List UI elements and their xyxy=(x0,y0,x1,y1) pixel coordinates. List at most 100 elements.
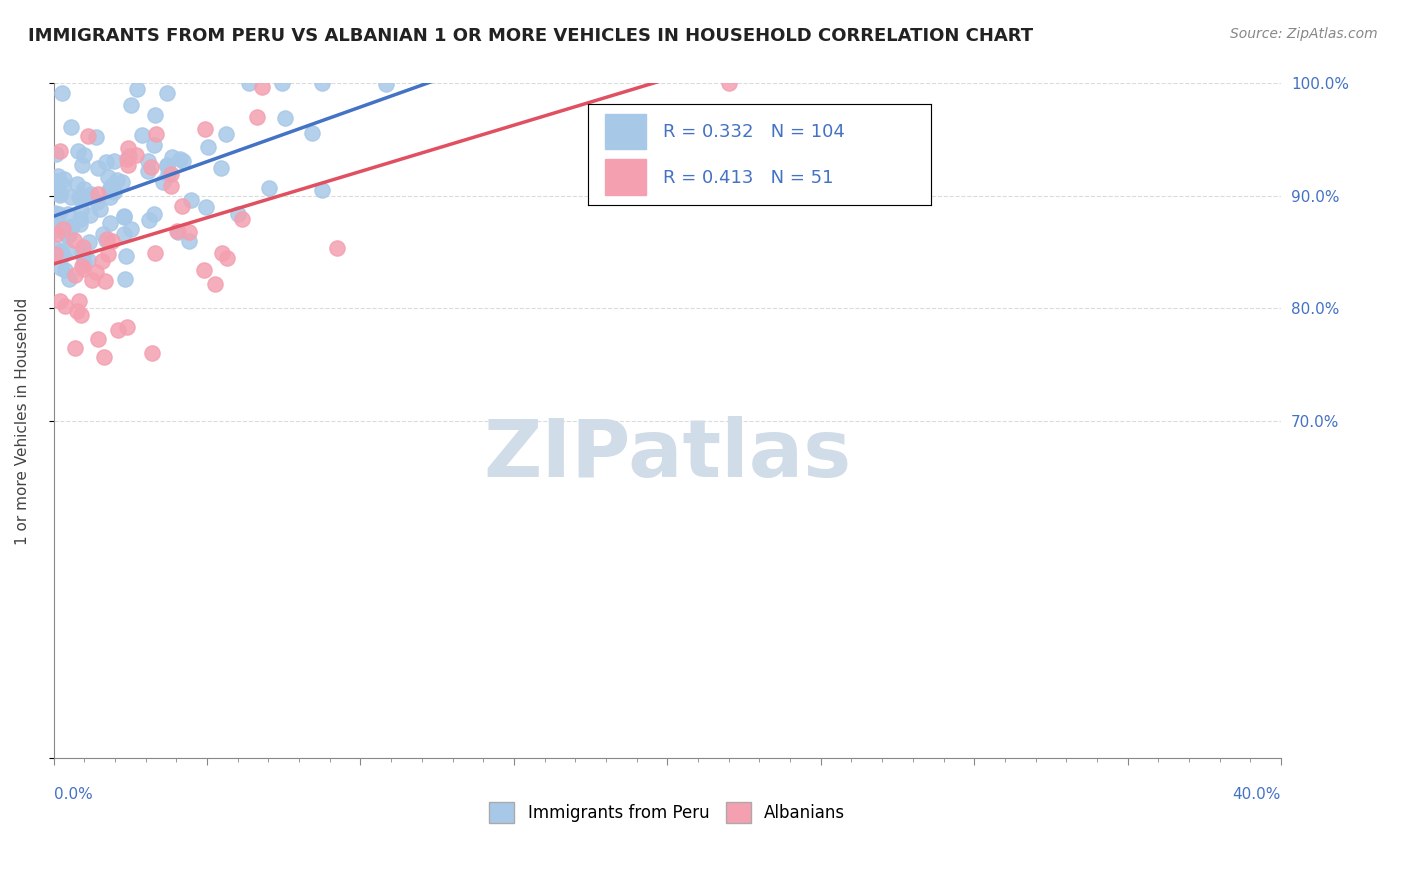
Albanians xyxy=(97,247,120,261)
Immigrants from Peru xyxy=(226,207,249,221)
Immigrants from Peru xyxy=(105,173,128,187)
Albanians xyxy=(166,224,188,238)
Albanians xyxy=(80,273,103,287)
Immigrants from Peru xyxy=(45,147,67,161)
Immigrants from Peru xyxy=(94,233,117,247)
Immigrants from Peru xyxy=(70,158,93,172)
Immigrants from Peru xyxy=(79,208,101,222)
Immigrants from Peru xyxy=(375,77,398,91)
Immigrants from Peru xyxy=(94,155,117,169)
Albanians xyxy=(141,346,163,360)
Immigrants from Peru xyxy=(52,172,75,186)
Immigrants from Peru xyxy=(49,244,72,258)
Immigrants from Peru xyxy=(65,177,87,191)
Immigrants from Peru xyxy=(103,154,125,169)
Immigrants from Peru xyxy=(112,227,135,242)
Albanians xyxy=(172,199,194,213)
Immigrants from Peru xyxy=(66,144,89,158)
Text: Source: ZipAtlas.com: Source: ZipAtlas.com xyxy=(1230,27,1378,41)
Albanians xyxy=(63,268,86,283)
Immigrants from Peru xyxy=(73,256,96,270)
Immigrants from Peru xyxy=(58,271,80,285)
Immigrants from Peru xyxy=(177,235,200,249)
Immigrants from Peru xyxy=(55,243,77,257)
Immigrants from Peru xyxy=(76,252,98,267)
Immigrants from Peru xyxy=(86,130,108,145)
Y-axis label: 1 or more Vehicles in Household: 1 or more Vehicles in Household xyxy=(15,297,30,544)
Immigrants from Peru xyxy=(55,229,77,244)
Immigrants from Peru xyxy=(91,227,114,242)
Text: 40.0%: 40.0% xyxy=(1233,787,1281,802)
Albanians xyxy=(215,251,238,265)
Albanians xyxy=(246,110,269,124)
Immigrants from Peru xyxy=(157,167,180,181)
Immigrants from Peru xyxy=(169,152,191,166)
Albanians xyxy=(63,233,86,247)
Immigrants from Peru xyxy=(156,158,179,172)
Immigrants from Peru xyxy=(77,235,100,249)
Immigrants from Peru xyxy=(97,169,120,184)
Albanians xyxy=(72,240,94,254)
Albanians xyxy=(90,253,112,268)
Immigrants from Peru xyxy=(142,137,165,152)
Albanians xyxy=(117,158,139,172)
Albanians xyxy=(325,241,347,255)
Albanians xyxy=(160,178,183,193)
Immigrants from Peru xyxy=(112,210,135,224)
Immigrants from Peru xyxy=(98,183,121,197)
Immigrants from Peru xyxy=(215,127,238,141)
Immigrants from Peru xyxy=(160,150,183,164)
Albanians xyxy=(96,232,118,246)
Albanians xyxy=(204,277,226,291)
Albanians xyxy=(115,153,138,167)
Immigrants from Peru xyxy=(86,195,108,210)
Albanians xyxy=(70,308,93,322)
Immigrants from Peru xyxy=(59,189,82,203)
Immigrants from Peru xyxy=(117,149,139,163)
Immigrants from Peru xyxy=(56,207,79,221)
Albanians xyxy=(70,259,93,273)
Immigrants from Peru xyxy=(152,175,174,189)
Immigrants from Peru xyxy=(131,128,153,142)
Immigrants from Peru xyxy=(167,226,190,240)
Immigrants from Peru xyxy=(48,207,70,221)
Immigrants from Peru xyxy=(311,183,333,197)
Albanians xyxy=(177,225,200,239)
Albanians xyxy=(159,167,181,181)
Immigrants from Peru xyxy=(273,111,295,125)
Albanians xyxy=(139,160,162,174)
Immigrants from Peru xyxy=(270,77,292,91)
Immigrants from Peru xyxy=(70,202,93,217)
Text: IMMIGRANTS FROM PERU VS ALBANIAN 1 OR MORE VEHICLES IN HOUSEHOLD CORRELATION CHA: IMMIGRANTS FROM PERU VS ALBANIAN 1 OR MO… xyxy=(28,27,1033,45)
Albanians xyxy=(44,247,66,261)
Immigrants from Peru xyxy=(45,182,67,196)
Albanians xyxy=(717,77,740,91)
Immigrants from Peru xyxy=(73,148,96,162)
Immigrants from Peru xyxy=(136,153,159,168)
Immigrants from Peru xyxy=(70,188,93,202)
Albanians xyxy=(48,144,70,158)
Albanians xyxy=(117,141,139,155)
Albanians xyxy=(52,221,75,235)
Immigrants from Peru xyxy=(46,169,69,183)
Immigrants from Peru xyxy=(45,222,67,236)
Immigrants from Peru xyxy=(76,191,98,205)
Albanians xyxy=(86,265,108,279)
Immigrants from Peru xyxy=(142,207,165,221)
Immigrants from Peru xyxy=(111,175,134,189)
Immigrants from Peru xyxy=(60,219,83,234)
Legend: Immigrants from Peru, Albanians: Immigrants from Peru, Albanians xyxy=(481,794,853,831)
Immigrants from Peru xyxy=(172,153,194,168)
Immigrants from Peru xyxy=(48,246,70,260)
Text: ZIPatlas: ZIPatlas xyxy=(484,416,852,493)
Albanians xyxy=(72,262,94,277)
Albanians xyxy=(45,227,67,241)
Immigrants from Peru xyxy=(114,271,136,285)
Immigrants from Peru xyxy=(72,249,94,263)
Immigrants from Peru xyxy=(51,86,73,100)
Immigrants from Peru xyxy=(53,226,76,240)
Immigrants from Peru xyxy=(52,248,75,262)
Albanians xyxy=(125,148,148,162)
Albanians xyxy=(94,274,117,288)
Immigrants from Peru xyxy=(138,213,160,227)
